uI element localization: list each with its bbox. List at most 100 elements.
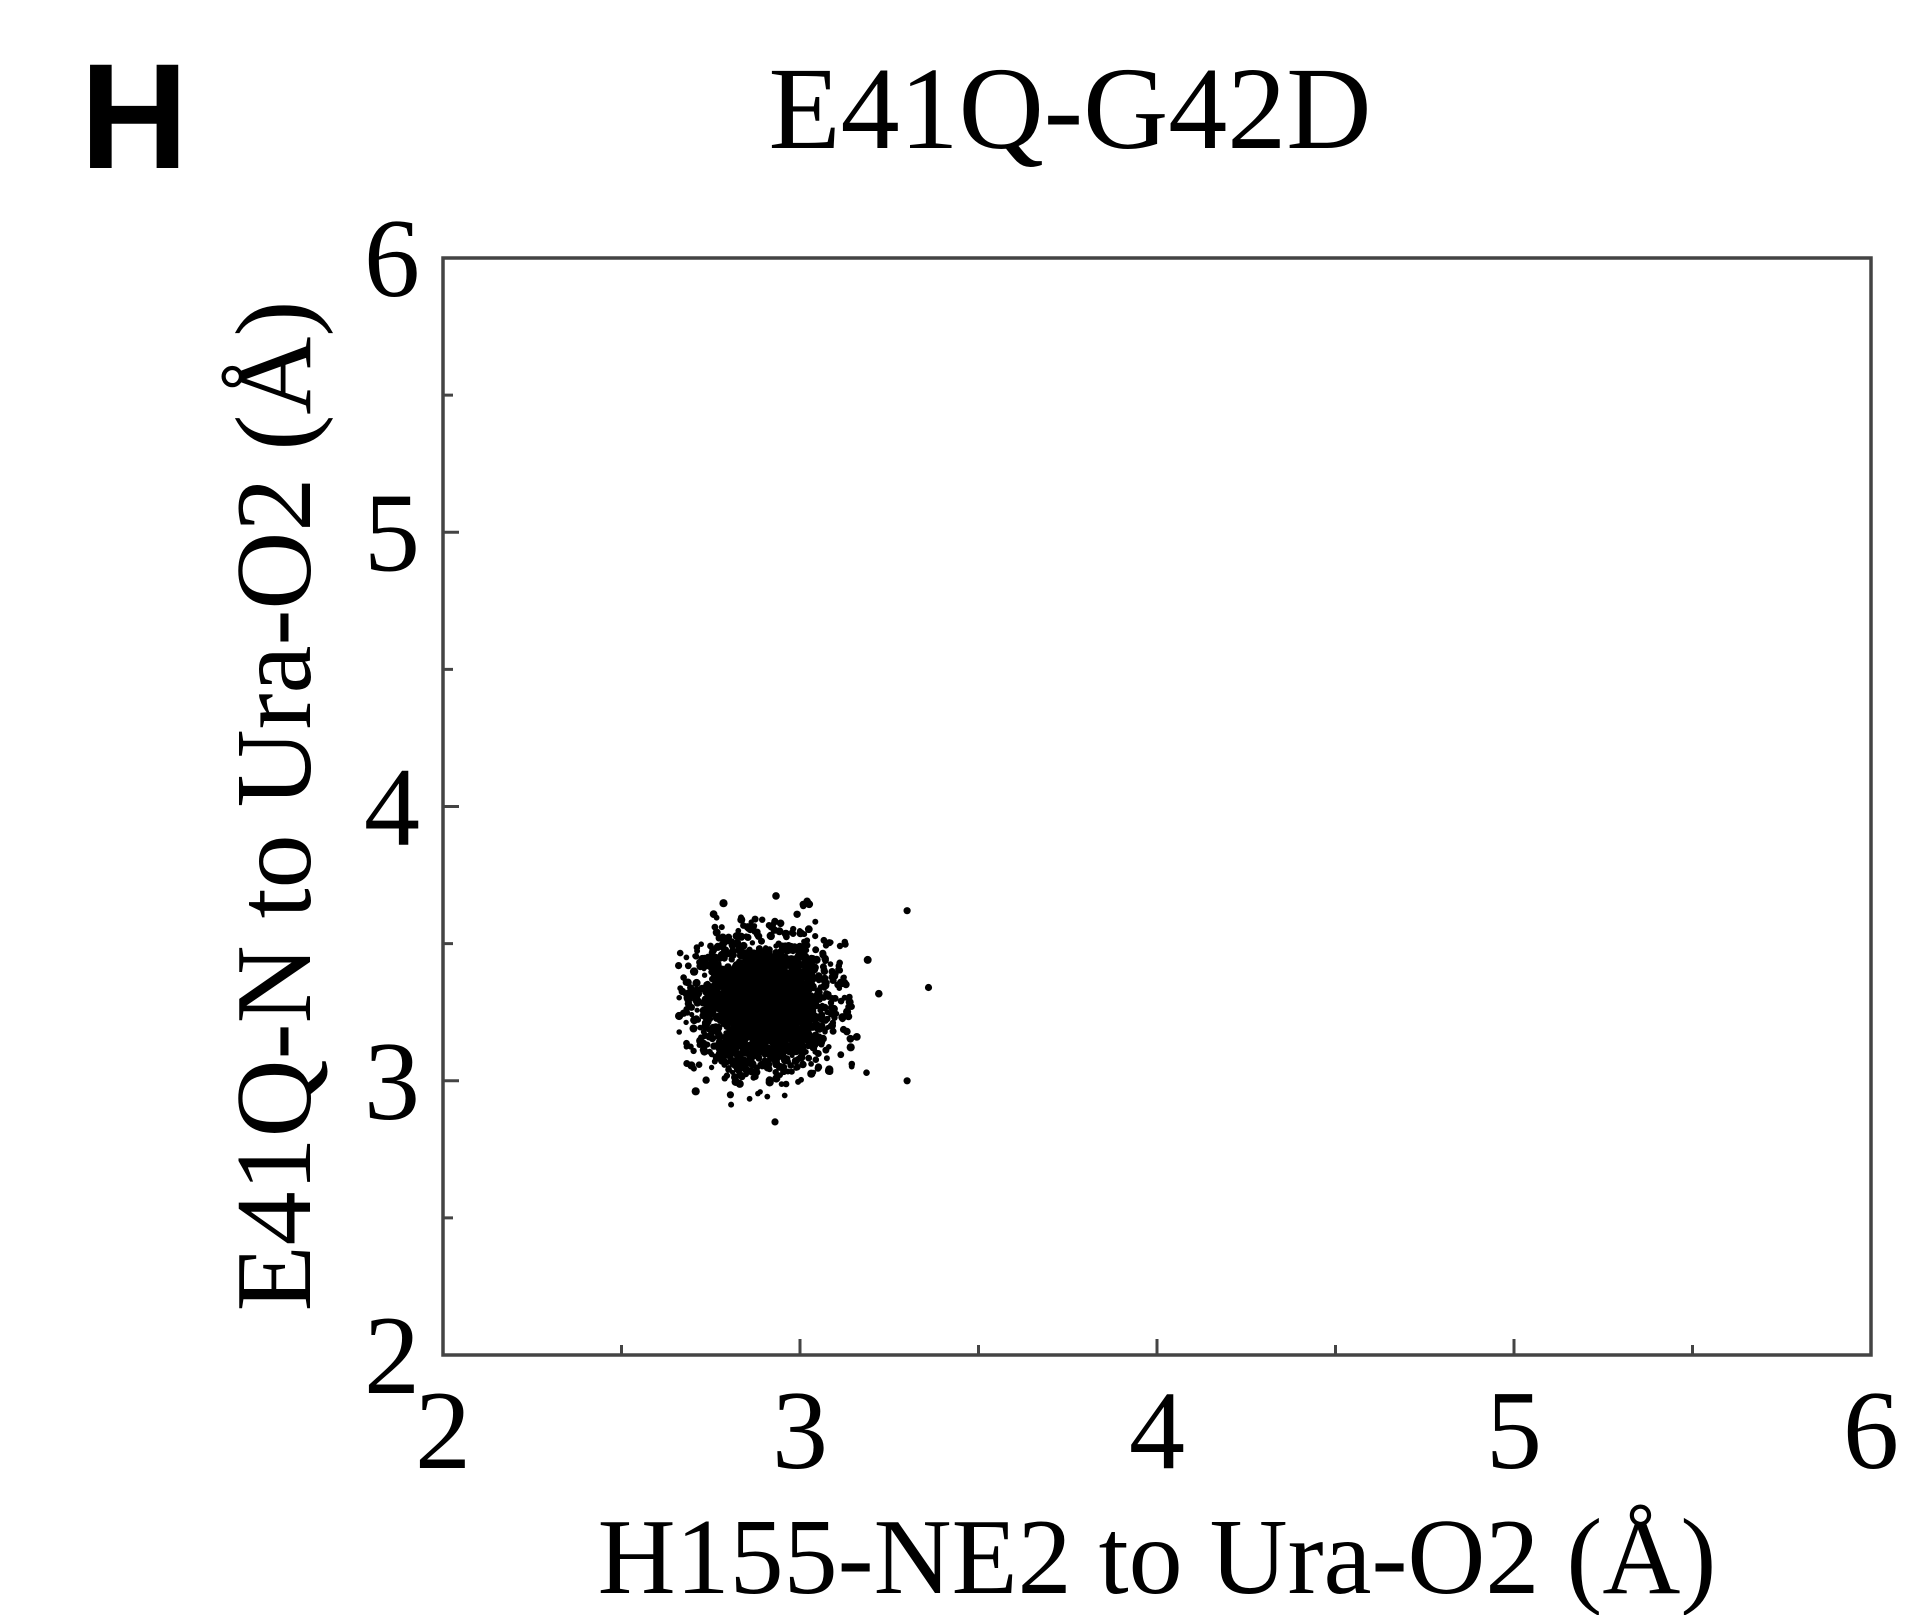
data-point <box>737 915 746 924</box>
data-point <box>689 967 699 976</box>
data-point <box>690 1016 699 1025</box>
data-point <box>678 987 687 996</box>
data-point <box>821 981 830 990</box>
data-point <box>794 974 803 984</box>
data-point <box>683 1019 689 1026</box>
data-point <box>814 973 821 981</box>
data-point <box>784 942 793 950</box>
data-point <box>839 1016 846 1023</box>
data-point <box>747 1027 754 1034</box>
data-point <box>709 975 716 983</box>
data-point <box>748 962 755 969</box>
data-point <box>712 957 719 964</box>
data-point <box>751 1049 759 1057</box>
data-point <box>759 916 766 923</box>
data-point <box>821 1003 829 1012</box>
data-point <box>793 1064 800 1071</box>
plot-area-frame <box>441 256 1873 1357</box>
y-tick-label: 3 <box>364 1020 420 1144</box>
data-point <box>728 956 735 963</box>
data-point <box>684 962 692 970</box>
x-tick-label: 4 <box>1129 1369 1185 1493</box>
data-point <box>749 940 756 946</box>
data-point <box>812 933 819 940</box>
data-point <box>700 1047 709 1056</box>
data-point <box>708 1064 715 1071</box>
data-point <box>829 976 837 985</box>
data-point <box>790 948 796 955</box>
data-point <box>744 933 752 942</box>
data-point <box>799 900 807 908</box>
data-point <box>838 999 845 1005</box>
data-point <box>711 1058 718 1065</box>
data-point <box>706 1026 713 1033</box>
data-point <box>812 1056 820 1063</box>
data-point <box>728 1101 735 1108</box>
data-point <box>765 989 774 998</box>
data-point <box>746 1095 753 1102</box>
y-tick-label: 2 <box>364 1294 420 1418</box>
data-point <box>682 978 690 986</box>
data-point <box>744 1004 752 1013</box>
data-point <box>779 965 785 971</box>
data-point <box>816 1037 826 1047</box>
data-point <box>747 981 756 990</box>
data-point <box>764 1027 772 1035</box>
data-point <box>689 988 697 997</box>
outlier-point <box>675 962 683 970</box>
data-point <box>767 932 775 941</box>
y-axis-label: E41Q-N to Ura-O2 (Å) <box>215 301 334 1312</box>
data-point <box>725 990 731 997</box>
x-tick-label: 6 <box>1843 1369 1899 1493</box>
data-point <box>797 961 803 967</box>
outlier-point <box>771 1118 779 1126</box>
axis-ticks <box>443 393 1694 1355</box>
data-point <box>753 992 760 999</box>
data-point <box>743 1057 750 1064</box>
data-point <box>769 972 776 979</box>
data-point <box>848 1063 855 1070</box>
data-point <box>820 936 828 944</box>
data-point <box>676 994 682 1001</box>
data-point <box>810 983 817 990</box>
data-point <box>714 1033 722 1040</box>
data-point <box>708 949 715 956</box>
data-point <box>702 1076 710 1084</box>
data-point <box>692 978 701 987</box>
data-point <box>766 1011 773 1019</box>
data-point <box>837 1051 845 1059</box>
data-point <box>753 950 759 956</box>
data-point <box>782 995 790 1003</box>
data-point <box>731 1077 740 1087</box>
data-point <box>777 1002 785 1010</box>
data-point <box>814 1065 822 1072</box>
data-point <box>712 928 721 937</box>
y-tick-label: 5 <box>364 471 420 595</box>
data-point <box>812 1036 819 1043</box>
data-point <box>801 974 807 981</box>
data-point <box>731 1000 737 1006</box>
panel-label: H <box>80 32 188 200</box>
data-point <box>790 925 797 933</box>
data-point <box>704 1041 711 1048</box>
data-point <box>802 964 809 972</box>
data-point <box>805 1054 813 1062</box>
data-point <box>730 993 738 1001</box>
data-point <box>733 963 740 970</box>
data-point <box>815 1023 822 1031</box>
data-point <box>695 1061 703 1068</box>
data-point <box>692 953 698 959</box>
data-point <box>742 999 751 1007</box>
data-point <box>846 1034 855 1043</box>
data-point <box>702 1014 709 1021</box>
data-point <box>752 973 761 981</box>
data-point <box>848 1003 855 1010</box>
data-point <box>852 1033 861 1041</box>
data-point <box>750 1074 757 1081</box>
data-point <box>811 1000 820 1008</box>
data-point <box>790 980 796 986</box>
data-point <box>732 1037 740 1046</box>
data-point <box>808 1061 814 1067</box>
data-point <box>793 910 801 918</box>
